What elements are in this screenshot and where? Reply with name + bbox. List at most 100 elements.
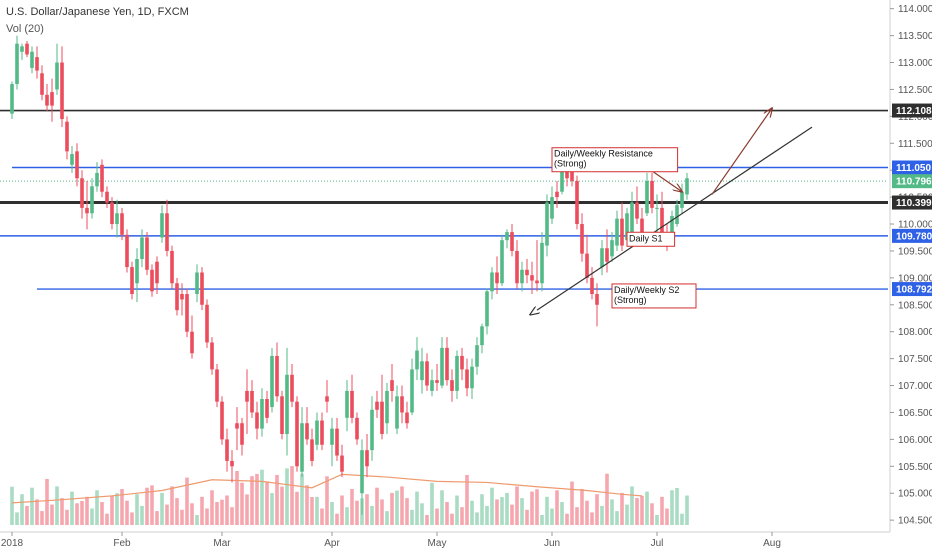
volume-bar [180, 509, 184, 525]
candle-body [85, 207, 89, 214]
volume-bar [630, 486, 634, 525]
volume-bar [440, 490, 444, 525]
candle-body [390, 380, 394, 391]
x-tick-label: Jun [544, 538, 560, 549]
candle-body [255, 412, 259, 429]
candle-body [330, 428, 334, 445]
candle-body [280, 396, 284, 434]
volume-bar [210, 490, 214, 525]
volume-bar [130, 512, 134, 525]
volume-bar [110, 495, 114, 525]
volume-bar [650, 503, 654, 525]
price-axis-label-text: 111.050 [896, 163, 931, 174]
candle-body [685, 178, 689, 195]
candle-body [605, 248, 609, 262]
annotation-box [626, 231, 676, 247]
volume-bar [115, 493, 119, 525]
candle-body [25, 43, 29, 55]
y-tick-label: 105.000 [898, 489, 932, 500]
volume-bar [270, 493, 274, 525]
candle-body [400, 396, 404, 413]
candle-body [425, 361, 429, 386]
candle-body [335, 428, 339, 456]
candle-body [190, 331, 194, 354]
volume-bar [260, 469, 264, 525]
candle-body [575, 180, 579, 225]
volume-bar [135, 494, 139, 525]
candle-body [90, 186, 94, 214]
candle-body [130, 267, 134, 295]
annotation-text: Daily/Weekly Resistance [554, 149, 653, 159]
candle-body [530, 275, 534, 281]
volume-bar [395, 490, 399, 525]
volume-bar [120, 489, 124, 525]
candle-body [100, 164, 104, 192]
volume-bar [280, 486, 284, 525]
annotation-box [551, 147, 679, 173]
candle-body [160, 213, 164, 238]
x-tick-label: Mar [213, 538, 231, 549]
x-tick-label: Aug [763, 538, 781, 549]
candle-body [415, 350, 419, 370]
candle-body [555, 191, 559, 198]
volume-bar [620, 492, 624, 525]
volume-bar [185, 477, 189, 525]
volume-bar [635, 498, 639, 525]
volume-bar [560, 502, 564, 525]
candle-body [545, 202, 549, 246]
volume-bar [410, 509, 414, 525]
candle-body [210, 342, 214, 370]
price-axis-label-text: 112.108 [896, 106, 932, 117]
volume-bar [490, 487, 494, 525]
volume-bar [100, 502, 104, 525]
volume-bar [140, 505, 144, 525]
candle-body [105, 191, 109, 203]
x-tick-label: Jul [651, 538, 664, 549]
candle-body [185, 294, 189, 332]
volume-bar [570, 481, 574, 525]
candle-body [560, 170, 564, 192]
y-tick-label: 107.500 [898, 354, 932, 365]
y-tick-label: 105.500 [898, 462, 932, 473]
candle-body [485, 291, 489, 327]
candle-body [640, 218, 644, 241]
volume-bar [375, 487, 379, 525]
volume-bar [680, 513, 684, 525]
candle-body [650, 180, 654, 208]
candle-body [540, 242, 544, 284]
volume-bar [15, 512, 19, 525]
volume-bar [355, 500, 359, 525]
volume-bar [465, 475, 469, 525]
candle-body [75, 151, 79, 179]
candle-body [260, 399, 264, 429]
volume-bar [205, 508, 209, 525]
volume-bar [20, 494, 24, 525]
trendline-arrow [711, 108, 772, 195]
volume-bar [330, 502, 334, 525]
volume-bar [420, 503, 424, 525]
candle-body [385, 390, 389, 424]
volume-bar [350, 489, 354, 525]
volume-bar [425, 515, 429, 525]
candle-body [500, 240, 504, 284]
volume-bar [30, 487, 34, 525]
price-axis-label-text: 110.796 [896, 177, 932, 188]
candle-body [195, 272, 199, 295]
volume-bar [295, 491, 299, 525]
candle-body [365, 450, 369, 467]
candle-body [40, 73, 44, 95]
candle-body [350, 390, 354, 418]
volume-bar [545, 496, 549, 525]
candle-body [270, 355, 274, 408]
volume-bar [660, 496, 664, 525]
volume-bar [475, 512, 479, 525]
candle-body [65, 121, 69, 152]
volume-bar [190, 503, 194, 525]
candle-body [430, 380, 434, 391]
volume-bar [45, 478, 49, 525]
volume-bar [340, 495, 344, 525]
price-axis-label [892, 174, 932, 189]
candle-body [475, 345, 479, 367]
candle-body [305, 423, 309, 440]
